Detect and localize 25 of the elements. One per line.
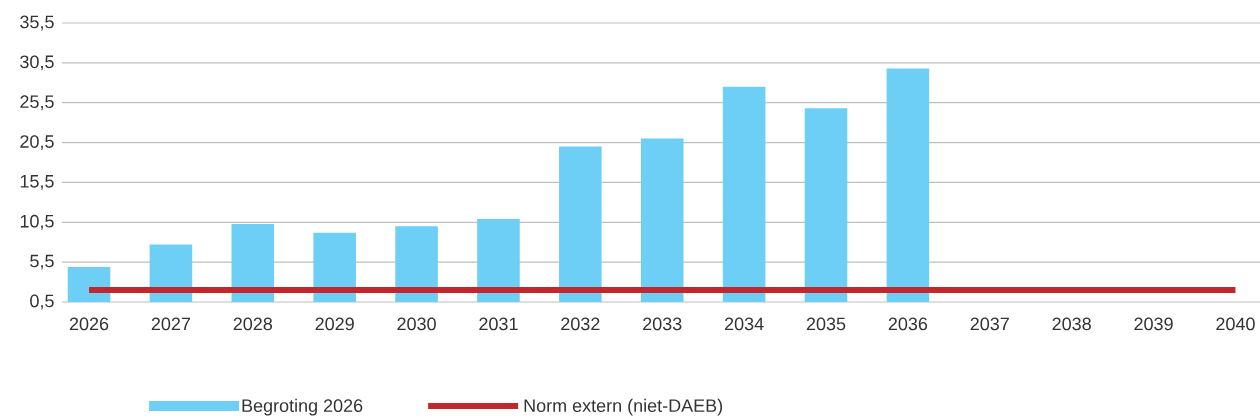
x-tick-label: 2037 [970, 317, 1009, 331]
x-tick-label: 2032 [561, 317, 600, 331]
y-tick-label: 15,5 [20, 175, 54, 190]
x-tick-label: 2039 [1134, 317, 1173, 331]
legend-label: Begroting 2026 [242, 398, 363, 416]
y-tick-label: 35,5 [20, 15, 54, 31]
x-tick-label: 2026 [69, 317, 109, 331]
x-tick-label: 2028 [233, 317, 273, 331]
x-tick-label: 2040 [1216, 317, 1255, 331]
x-tick-label: 2036 [888, 317, 928, 331]
y-tick-label: 25,5 [20, 95, 54, 111]
y-tick-label: 5,5 [30, 254, 54, 270]
x-tick-label: 2033 [643, 317, 682, 331]
x-tick-label: 2035 [806, 317, 846, 331]
y-tick-label: 20,5 [20, 135, 54, 150]
x-tick-label: 2027 [151, 317, 191, 331]
legend-label: Norm extern (niet-DAEB) [524, 398, 723, 416]
y-tick-label: 30,5 [20, 55, 54, 71]
y-tick-label: 10,5 [20, 214, 54, 230]
y-tick-label: 0,5 [30, 294, 54, 310]
x-tick-label: 2030 [397, 317, 436, 331]
x-tick-label: 2031 [479, 317, 518, 331]
x-tick-label: 2038 [1052, 317, 1091, 331]
x-tick-label: 2034 [725, 317, 764, 331]
x-tick-label: 2029 [315, 317, 354, 331]
